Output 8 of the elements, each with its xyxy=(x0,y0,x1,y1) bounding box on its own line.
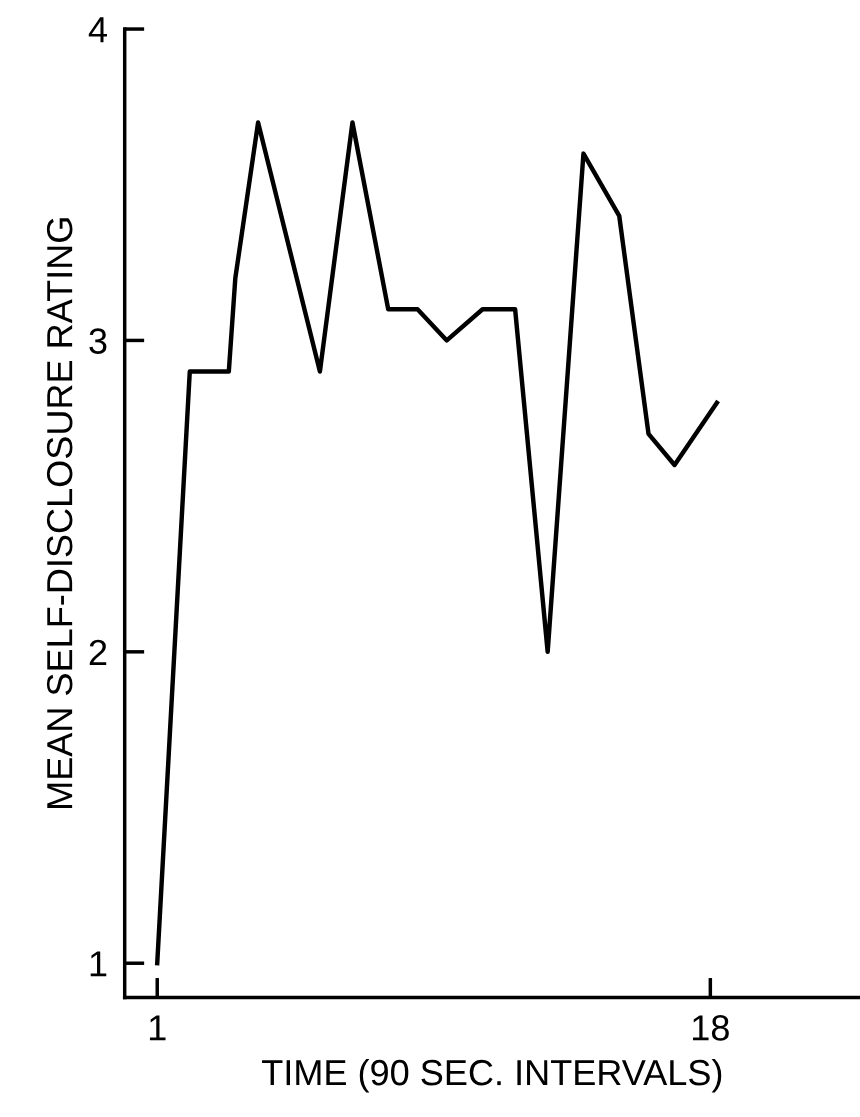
x-tick-label: 18 xyxy=(693,1015,729,1041)
x-axis-title: TIME (90 SEC. INTERVALS) xyxy=(262,1058,722,1093)
y-tick-label: 3 xyxy=(89,328,107,354)
line-series xyxy=(155,120,720,966)
y-tick-label: 2 xyxy=(89,639,107,665)
y-axis-title: MEAN SELF-DISCLOSURE RATING xyxy=(46,218,73,808)
y-tick-label: 1 xyxy=(90,951,107,977)
y-tick-label: 4 xyxy=(88,17,107,43)
